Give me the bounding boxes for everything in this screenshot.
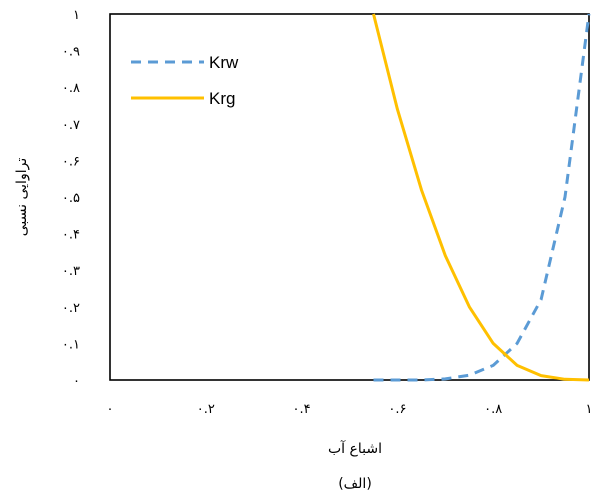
y-axis-title: تراوایی نسبی	[14, 158, 30, 237]
y-tick-label: ٠.۵	[62, 191, 80, 206]
y-tick-label: ٠.٢	[62, 301, 80, 316]
y-tick-label: ٠.۴	[62, 228, 80, 243]
series-line-krw	[373, 13, 591, 382]
x-tick-label: ٠.۶	[388, 402, 406, 417]
x-axis-tick-labels: ٠ ٠.٢ ٠.۴ ٠.۶ ٠.٨ ١	[107, 402, 593, 417]
legend-label-krg: Krg	[209, 89, 235, 108]
y-tick-label: ٠.٨	[62, 81, 80, 96]
series-line-krg	[372, 13, 590, 382]
x-tick-label: ٠.٢	[197, 402, 215, 417]
x-axis-title: اشباع آب	[328, 440, 382, 457]
y-tick-label: ٠	[73, 374, 80, 389]
y-tick-label: ٠.٧	[62, 118, 80, 133]
y-tick-label: ٠.٩	[62, 45, 80, 60]
y-axis-tick-labels: ٠ ٠.١ ٠.٢ ٠.٣ ٠.۴ ٠.۵ ٠.۶ ٠.٧ ٠.٨ ٠.٩ ١	[62, 8, 80, 389]
y-tick-label: ٠.٣	[62, 264, 80, 279]
x-tick-label: ٠.٨	[484, 402, 502, 417]
x-tick-label: ٠	[107, 402, 114, 417]
plot-area-frame	[109, 13, 590, 381]
x-tick-label: ١	[586, 402, 593, 417]
series-layer	[372, 13, 591, 382]
x-tick-label: ٠.۴	[293, 402, 311, 417]
y-tick-label: ٠.١	[62, 337, 80, 352]
legend: Krw Krg	[131, 53, 239, 108]
y-tick-label: ١	[73, 8, 80, 23]
legend-label-krw: Krw	[209, 53, 239, 72]
figure-caption: (الف)	[338, 476, 372, 492]
y-tick-label: ٠.۶	[62, 154, 80, 169]
